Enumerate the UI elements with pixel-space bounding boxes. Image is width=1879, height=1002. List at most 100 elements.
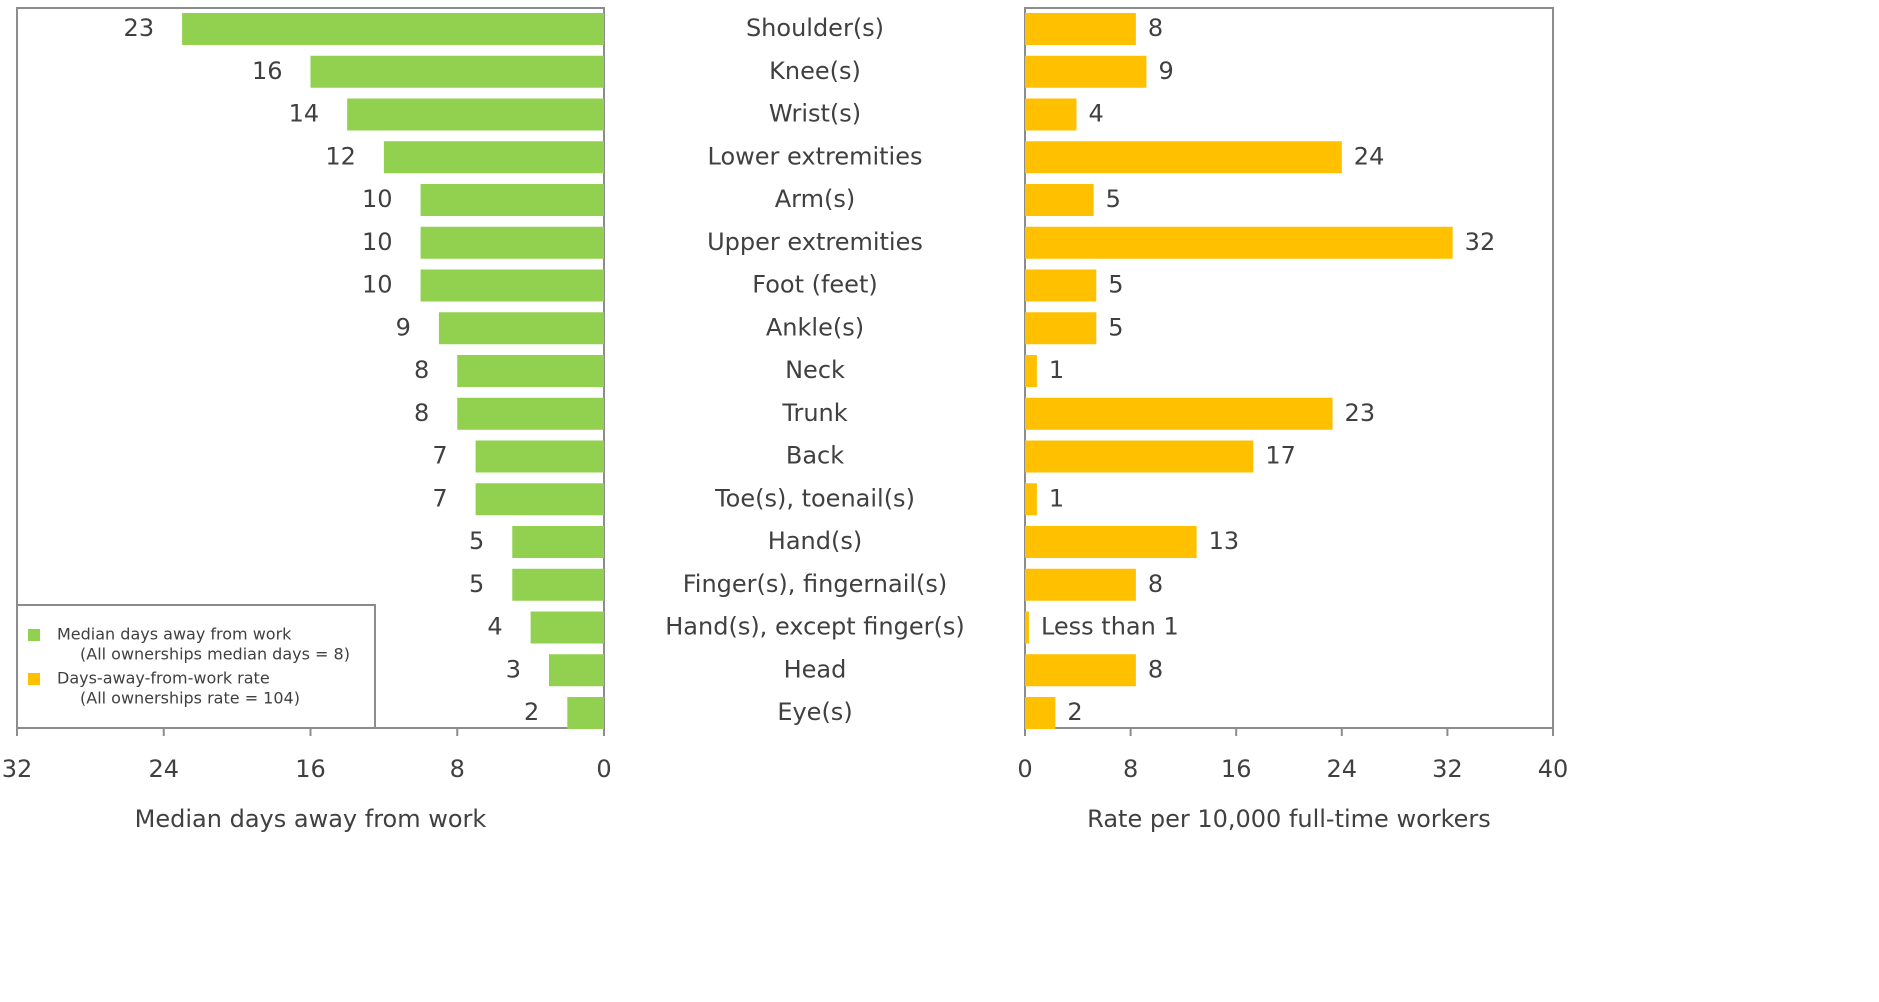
- data-label: 24: [1354, 142, 1385, 170]
- data-label: 7: [432, 484, 447, 512]
- data-label: 13: [1209, 527, 1240, 555]
- data-label: 10: [362, 271, 393, 299]
- data-label: 1: [1049, 484, 1064, 512]
- bar: [383, 141, 604, 174]
- category-label: Head: [784, 655, 847, 683]
- x-tick-label: 8: [1123, 755, 1138, 783]
- data-label: 3: [506, 655, 521, 683]
- category-label: Finger(s), fingernail(s): [683, 570, 948, 598]
- bar: [530, 611, 604, 644]
- bar: [457, 397, 604, 430]
- category-label: Ankle(s): [766, 313, 864, 341]
- legend-box: [16, 604, 376, 729]
- data-label: 2: [524, 698, 539, 726]
- category-label: Toe(s), toenail(s): [714, 484, 915, 512]
- data-label: 12: [325, 142, 356, 170]
- x-tick-label: 0: [1017, 755, 1032, 783]
- bar: [1025, 355, 1037, 387]
- x-axis-title: Median days away from work: [135, 805, 487, 833]
- category-label: Trunk: [781, 399, 847, 427]
- data-label: 10: [362, 185, 393, 213]
- data-label: 14: [289, 100, 320, 128]
- bar: [1025, 440, 1254, 473]
- data-label: 32: [1465, 228, 1496, 256]
- bar: [1025, 654, 1136, 687]
- data-label: 1: [1049, 356, 1064, 384]
- bar: [1025, 312, 1097, 345]
- data-label: 4: [487, 613, 502, 641]
- data-label: 5: [1106, 185, 1121, 213]
- data-label: 17: [1265, 442, 1296, 470]
- category-label: Arm(s): [775, 185, 855, 213]
- data-label: 8: [1148, 14, 1163, 42]
- x-tick-label: 32: [2, 755, 33, 783]
- data-label: 7: [432, 442, 447, 470]
- bar: [548, 654, 604, 687]
- x-tick-label: 0: [596, 755, 611, 783]
- legend-note: (All ownerships rate = 104): [80, 689, 300, 708]
- category-label: Neck: [785, 356, 845, 384]
- bar: [420, 226, 604, 259]
- category-label: Foot (feet): [752, 271, 877, 299]
- data-label: Less than 1: [1041, 613, 1179, 641]
- bar: [1025, 184, 1094, 216]
- bar: [1025, 141, 1342, 174]
- category-label: Shoulder(s): [746, 14, 884, 42]
- data-label: 8: [414, 399, 429, 427]
- x-tick-label: 40: [1538, 755, 1569, 783]
- bar: [1025, 697, 1056, 729]
- category-label: Hand(s), except finger(s): [665, 613, 964, 641]
- bar: [420, 269, 604, 302]
- x-axis-title: Rate per 10,000 full-time workers: [1087, 805, 1491, 833]
- legend-swatch: [28, 673, 40, 685]
- category-label: Wrist(s): [769, 100, 861, 128]
- bar: [1025, 55, 1147, 88]
- x-tick-label: 24: [148, 755, 179, 783]
- x-tick-label: 32: [1432, 755, 1463, 783]
- bar: [1025, 269, 1097, 302]
- category-label: Lower extremities: [708, 142, 923, 170]
- data-label: 16: [252, 57, 283, 85]
- data-label: 9: [1158, 57, 1173, 85]
- category-label: Knee(s): [769, 57, 861, 85]
- bar: [1025, 226, 1453, 259]
- data-label: 5: [1108, 313, 1123, 341]
- bar: [182, 13, 604, 45]
- legend-label: Days-away-from-work rate: [57, 669, 270, 688]
- bar: [438, 312, 604, 345]
- data-label: 10: [362, 228, 393, 256]
- legend-note: (All ownerships median days = 8): [80, 645, 350, 664]
- bar: [457, 355, 604, 387]
- data-label: 8: [1148, 570, 1163, 598]
- data-label: 5: [469, 527, 484, 555]
- bar: [1025, 611, 1029, 644]
- data-label: 23: [124, 14, 155, 42]
- category-label: Back: [786, 442, 844, 470]
- x-tick-label: 16: [295, 755, 326, 783]
- category-label: Upper extremities: [707, 228, 923, 256]
- legend-swatch: [28, 629, 40, 641]
- bar: [347, 98, 604, 131]
- legend-label: Median days away from work: [57, 625, 292, 644]
- data-label: 2: [1067, 698, 1082, 726]
- bar: [567, 697, 604, 729]
- x-tick-label: 24: [1327, 755, 1358, 783]
- bar: [310, 55, 604, 88]
- bar: [475, 440, 604, 473]
- bar: [1025, 526, 1197, 558]
- data-label: 8: [1148, 655, 1163, 683]
- bar: [1025, 98, 1077, 131]
- bar: [1025, 397, 1333, 430]
- data-label: 8: [414, 356, 429, 384]
- x-tick-label: 16: [1221, 755, 1252, 783]
- bar: [512, 568, 604, 601]
- category-label: Eye(s): [777, 698, 852, 726]
- bar: [1025, 13, 1136, 45]
- bar: [512, 526, 604, 558]
- bar: [1025, 568, 1136, 601]
- data-label: 4: [1088, 100, 1103, 128]
- category-label: Hand(s): [768, 527, 862, 555]
- data-label: 9: [396, 313, 411, 341]
